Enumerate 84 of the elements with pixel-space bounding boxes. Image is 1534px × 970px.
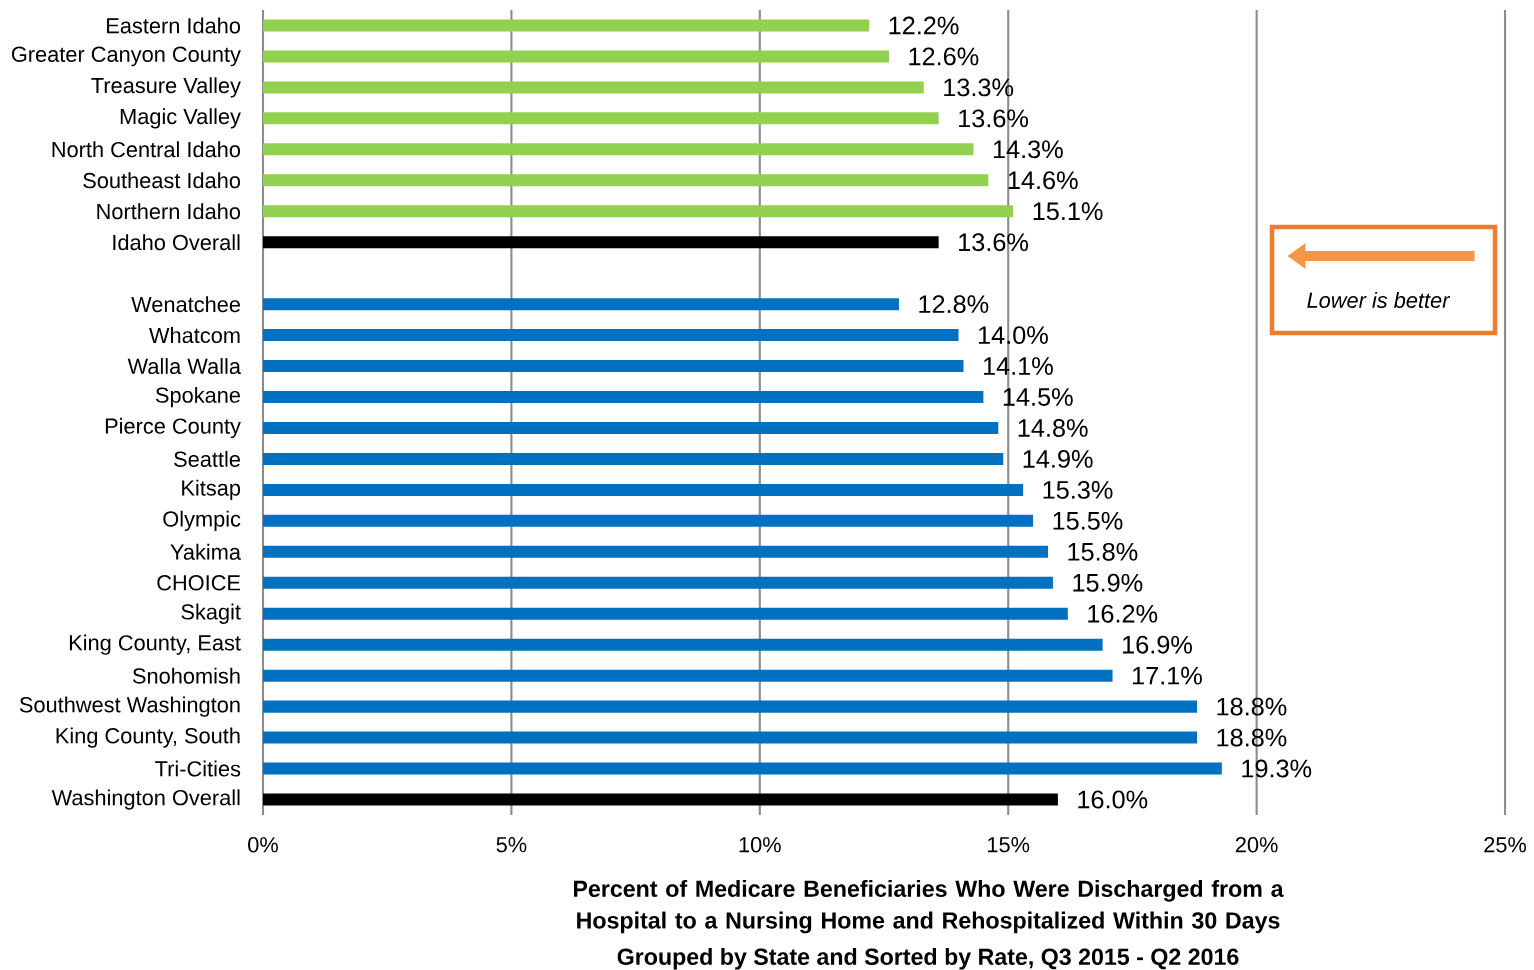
bar	[263, 81, 924, 94]
x-tick-label: 20%	[1235, 837, 1278, 853]
y-tick-label: Northern Idaho	[97, 203, 241, 220]
y-tick-label: King County, East	[69, 634, 241, 655]
data-label: 14.1%	[983, 357, 1053, 375]
bar	[263, 236, 939, 249]
bar	[263, 793, 1058, 806]
y-tick-label: Spokane	[155, 386, 240, 408]
y-tick-label: Walla Walla	[127, 358, 241, 375]
data-label: 13.6%	[959, 109, 1029, 128]
data-label: 15.5%	[1053, 511, 1123, 530]
x-axis-title: Percent of Medicare Beneficiaries Who Were Discharged from a Hospital to a Nursing Home and Rehospitalized Within 30 Days	[573, 879, 1284, 934]
y-tick-label: Southwest Washington	[19, 696, 240, 717]
data-label: 13.3%	[944, 78, 1014, 97]
y-tick-label: Washington Overall	[51, 789, 240, 810]
data-label: 12.6%	[909, 47, 979, 66]
bar	[263, 700, 1197, 713]
x-tick-label: 5%	[496, 837, 527, 853]
data-label: 15.8%	[1068, 542, 1138, 561]
y-tick-label: Southeast Idaho	[83, 172, 241, 189]
bar	[263, 205, 1014, 218]
bar	[263, 731, 1197, 744]
data-label: 14.8%	[1018, 419, 1088, 437]
data-label: 17.1%	[1132, 666, 1202, 685]
y-tick-label: Greater Canyon County	[11, 46, 241, 67]
bar	[263, 638, 1103, 651]
data-label: 14.3%	[993, 140, 1063, 159]
bar	[263, 329, 959, 342]
data-label: 13.6%	[959, 233, 1029, 252]
y-tick-label: Eastern Idaho	[107, 17, 241, 34]
x-tick-label: 10%	[739, 837, 781, 853]
data-label: 16.2%	[1088, 604, 1158, 623]
annotation: Lower is better	[1307, 292, 1451, 308]
text: Grouped by State and Sorted by Rate, Q3 2015 - Q2 2016	[617, 947, 1239, 970]
data-label: 15.3%	[1043, 480, 1113, 499]
y-tick-label: Kitsap	[182, 479, 241, 501]
data-label: 18.8%	[1217, 728, 1287, 747]
data-label: 14.5%	[1003, 388, 1073, 406]
bar	[263, 360, 964, 373]
data-label: 18.8%	[1217, 697, 1287, 716]
bar	[263, 762, 1222, 775]
data-label: 16.9%	[1123, 635, 1192, 654]
y-tick-label: Seattle	[174, 450, 240, 467]
bar	[263, 174, 989, 187]
bar	[263, 607, 1068, 620]
y-tick-label: Pierce County	[105, 417, 241, 439]
bar	[263, 143, 974, 156]
data-label: 12.8%	[919, 295, 989, 314]
bar	[263, 545, 1048, 558]
y-tick-label: CHOICE	[157, 575, 241, 591]
data-label: 14.0%	[978, 326, 1048, 345]
y-tick-label: Olympic	[163, 510, 241, 532]
bar	[263, 391, 984, 404]
y-tick-label: Skagit	[181, 603, 241, 624]
bar	[263, 421, 999, 434]
data-label: 15.1%	[1033, 202, 1103, 221]
bar	[263, 576, 1053, 589]
data-label: 14.9%	[1023, 450, 1093, 468]
data-label: 12.2%	[889, 16, 959, 35]
y-tick-label: Magic Valley	[120, 108, 241, 129]
y-tick-label: Treasure Valley	[91, 77, 241, 98]
data-label: 15.9%	[1073, 573, 1143, 592]
bar	[263, 50, 889, 63]
bar	[263, 112, 939, 125]
bar	[263, 514, 1034, 527]
y-tick-label: Wenatchee	[131, 296, 240, 313]
y-tick-label: Snohomish	[132, 667, 240, 684]
y-tick-label: King County, South	[56, 727, 240, 748]
data-label: 14.6%	[1008, 171, 1078, 190]
y-tick-label: North Central Idaho	[52, 141, 241, 158]
data-label: 16.0%	[1078, 790, 1148, 809]
data-label: 19.3%	[1242, 759, 1312, 778]
y-tick-label: Idaho Overall	[113, 234, 240, 251]
x-tick-label: 0%	[248, 837, 278, 853]
bar	[263, 452, 1004, 465]
y-tick-label: Tri-Cities	[155, 760, 241, 777]
y-tick-label: Whatcom	[149, 327, 240, 344]
x-tick-label: 25%	[1484, 837, 1527, 853]
y-tick-label: Yakima	[170, 543, 241, 560]
bar	[263, 19, 870, 32]
bar	[263, 669, 1113, 682]
bar	[263, 483, 1024, 496]
x-tick-label: 15%	[988, 837, 1030, 853]
bar	[263, 298, 899, 311]
